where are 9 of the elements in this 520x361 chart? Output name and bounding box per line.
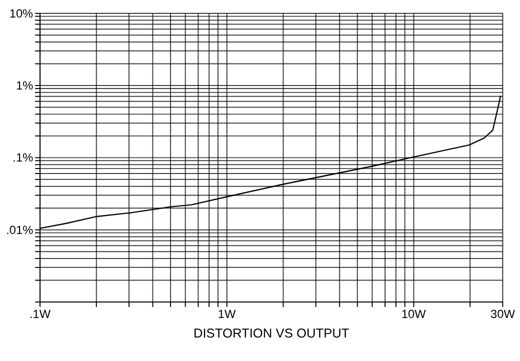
x-tick-label: .1W [29, 306, 52, 321]
x-tick-label: 1W [218, 306, 237, 321]
x-axis-title: DISTORTION VS OUTPUT [193, 326, 350, 341]
y-tick-label: 1% [16, 78, 34, 92]
x-tick-label: 30W [490, 306, 516, 321]
x-tick-label: 10W [401, 306, 427, 321]
y-tick-label: .1% [12, 150, 34, 165]
y-tick-label: 10% [9, 6, 34, 20]
y-tick-label: .01% [6, 222, 34, 237]
